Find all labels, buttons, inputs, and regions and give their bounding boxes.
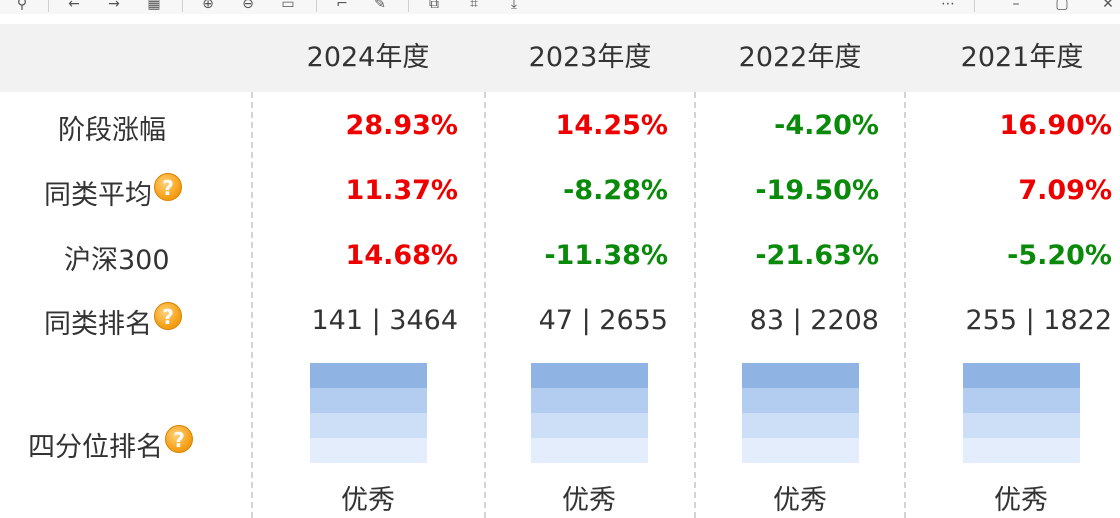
- quartile-rank-label: 四分位排名: [28, 432, 163, 463]
- toolbar-divider: [182, 0, 183, 12]
- peer-average-2021: 7.09%: [1018, 175, 1112, 206]
- minimize-icon[interactable]: –: [1012, 0, 1020, 12]
- edit-icon[interactable]: ✎: [374, 0, 386, 12]
- peer-rank-label: 同类排名: [44, 309, 152, 340]
- row-label-quartile-rank: 四分位排名?: [28, 425, 193, 464]
- download-icon[interactable]: ⤓: [510, 0, 518, 12]
- quartile-rating-2024: 优秀: [341, 485, 395, 516]
- more-icon[interactable]: ⋯: [941, 0, 955, 12]
- fit-icon[interactable]: ▭: [281, 0, 295, 12]
- zoom-out-icon[interactable]: ⊖: [242, 0, 254, 12]
- stage-return-2024: 28.93%: [345, 110, 458, 141]
- close-icon[interactable]: ✕: [1102, 0, 1114, 12]
- row-label-peer-rank: 同类排名?: [44, 302, 182, 341]
- quartile-bar-2021: [963, 363, 1080, 463]
- row-label-hs300: 沪深300: [64, 245, 170, 276]
- toolbar-divider: [316, 0, 317, 12]
- toolbar-divider: [408, 0, 409, 12]
- quartile-bar-2023: [531, 363, 648, 463]
- peer-rank-2023: 47 | 2655: [538, 305, 668, 336]
- forward-icon[interactable]: →: [108, 0, 120, 12]
- quartile-rating-2022: 优秀: [773, 485, 827, 516]
- row-label-stage-return: 阶段涨幅: [58, 115, 166, 146]
- peer-rank-2021: 255 | 1822: [965, 305, 1112, 336]
- peer-rank-2022: 83 | 2208: [749, 305, 879, 336]
- row-label-peer-average: 同类平均?: [44, 173, 182, 212]
- help-icon[interactable]: ?: [154, 302, 182, 330]
- back-icon[interactable]: ←: [68, 0, 80, 12]
- hs300-2022: -21.63%: [755, 240, 879, 271]
- toolbar-divider: [974, 0, 975, 12]
- stage-return-2022: -4.20%: [774, 110, 879, 141]
- peer-average-2022: -19.50%: [755, 175, 879, 206]
- peer-average-2024: 11.37%: [345, 175, 458, 206]
- table-header: 2024年度 2023年度 2022年度 2021年度: [0, 24, 1120, 92]
- quartile-rating-2023: 优秀: [562, 485, 616, 516]
- year-column-2021: 2021年度: [960, 42, 1084, 73]
- peer-average-2023: -8.28%: [563, 175, 668, 206]
- hs300-2023: -11.38%: [544, 240, 668, 271]
- peer-rank-2024: 141 | 3464: [311, 305, 458, 336]
- maximize-icon[interactable]: ▢: [1055, 0, 1069, 12]
- crop-icon[interactable]: ⌐: [336, 0, 348, 12]
- stage-return-2021: 16.90%: [999, 110, 1112, 141]
- grid-icon[interactable]: ▦: [147, 0, 161, 12]
- year-column-2024: 2024年度: [306, 42, 430, 73]
- copy-icon[interactable]: ⧉: [429, 0, 439, 12]
- column-divider: [484, 92, 486, 518]
- stage-return-2023: 14.25%: [555, 110, 668, 141]
- ocr-icon[interactable]: ⌗: [470, 0, 478, 12]
- quartile-rating-2021: 优秀: [994, 485, 1048, 516]
- peer-average-label: 同类平均: [44, 180, 152, 211]
- image-viewer-toolbar: ⚲ ← → ▦ ⊕ ⊖ ▭ ⌐ ✎ ⧉ ⌗ ⤓ ⋯ – ▢ ✕: [0, 0, 1120, 14]
- toolbar-divider: [48, 0, 49, 12]
- year-column-2023: 2023年度: [528, 42, 652, 73]
- help-icon[interactable]: ?: [165, 425, 193, 453]
- column-divider: [251, 92, 253, 518]
- quartile-bar-2022: [742, 363, 859, 463]
- hs300-2024: 14.68%: [345, 240, 458, 271]
- column-divider: [694, 92, 696, 518]
- quartile-bar-2024: [310, 363, 427, 463]
- pin-icon[interactable]: ⚲: [16, 0, 28, 12]
- column-divider: [904, 92, 906, 518]
- help-icon[interactable]: ?: [154, 173, 182, 201]
- year-column-2022: 2022年度: [738, 42, 862, 73]
- hs300-2021: -5.20%: [1007, 240, 1112, 271]
- zoom-in-icon[interactable]: ⊕: [202, 0, 214, 12]
